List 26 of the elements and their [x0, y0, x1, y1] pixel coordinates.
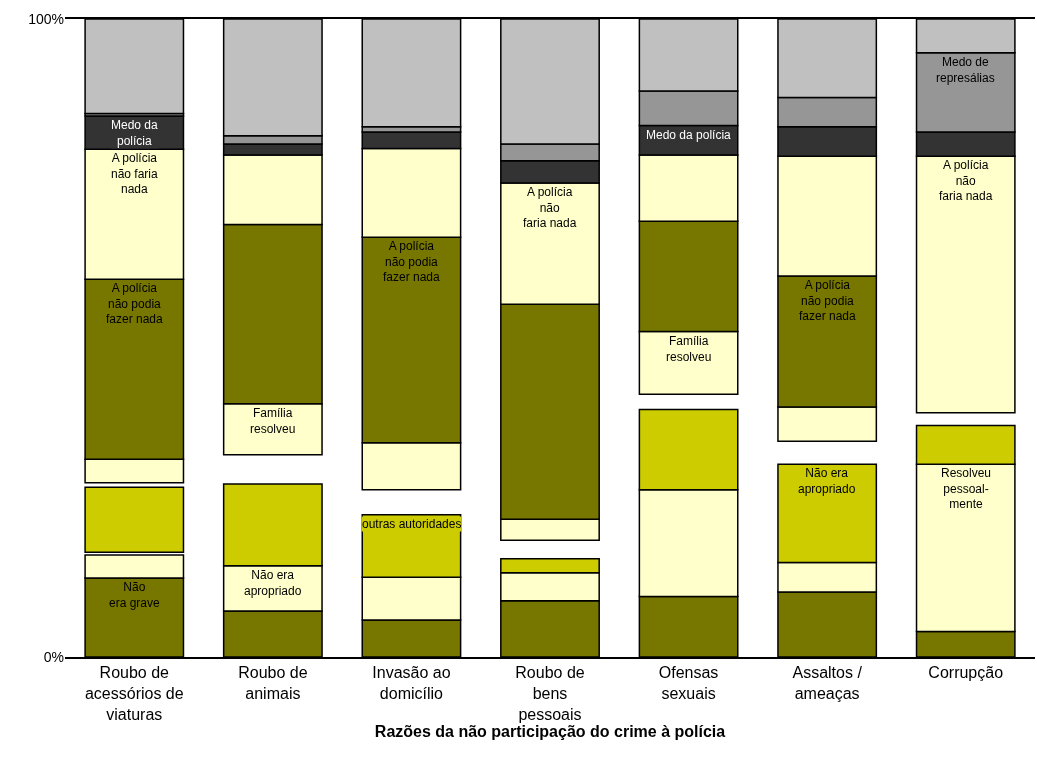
x-tick-label: Corrupção: [928, 663, 1004, 681]
annotation: Resolveu pessoal- mente: [941, 466, 992, 512]
annotation: Medo da polícia: [111, 118, 159, 148]
x-tick-label: Ofensas sexuais: [658, 663, 719, 702]
annotation: Não era apropriado: [798, 466, 856, 496]
annotation: Família resolveu: [250, 406, 296, 436]
annotation: A polícia não faria nada: [939, 158, 993, 204]
x-tick-label: Roubo de acessórios de viaturas: [84, 663, 184, 723]
x-tick-label: Roubo de animais: [238, 663, 308, 702]
annotation: Não era grave: [109, 580, 161, 610]
annotation: A polícia não faria nada: [523, 185, 577, 231]
annotation: Família resolveu: [666, 334, 712, 364]
annotation: Medo de represálias: [936, 55, 995, 85]
x-axis-title: Razões da não participação do crime à polícia: [374, 722, 726, 740]
annotation: outras autoridades: [362, 517, 462, 531]
annotation: A polícia não podia fazer nada: [106, 281, 164, 327]
x-tick-label: Roubo de bens pessoais: [515, 663, 585, 723]
y-tick-label: 100%: [28, 10, 64, 27]
annotation: A polícia não podia fazer nada: [383, 239, 441, 285]
x-tick-label: Invasão ao domicílio: [372, 663, 451, 702]
x-tick-label: Assaltos / ameaças: [792, 663, 863, 702]
annotation: Não era apropriado: [244, 568, 302, 598]
annotation: A polícia não podia fazer nada: [799, 278, 857, 324]
annotation: A polícia não faria nada: [111, 151, 159, 197]
annotation: Medo da polícia: [646, 128, 732, 142]
y-tick-label: 0%: [43, 648, 64, 665]
